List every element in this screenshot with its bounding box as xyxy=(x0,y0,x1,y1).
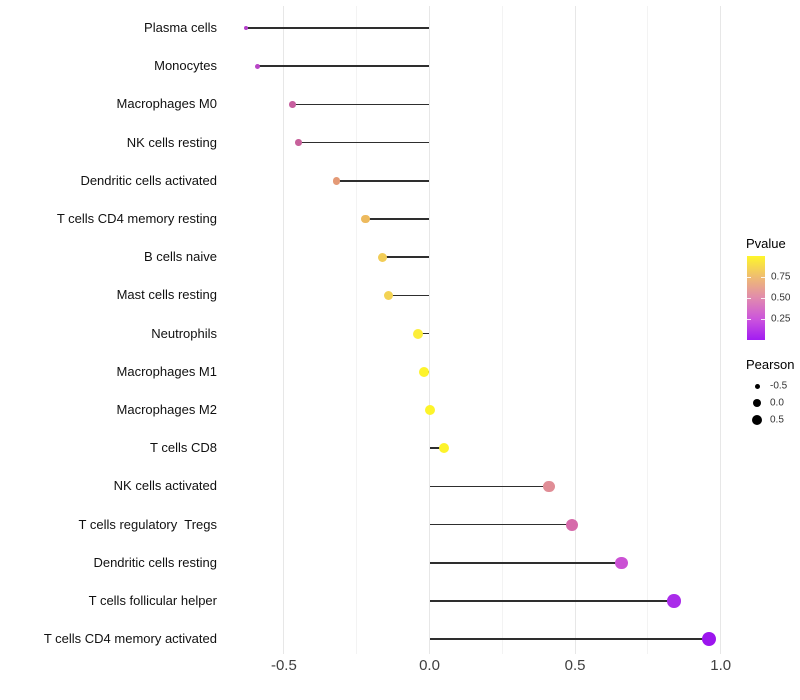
major-gridline xyxy=(720,6,722,654)
pearson-legend-label: 0.0 xyxy=(770,397,784,409)
pearson-legend-title: Pearson xyxy=(746,357,795,372)
colorbar-tick-label: 0.50 xyxy=(771,292,791,304)
lollipop-stem xyxy=(429,447,445,449)
pearson-legend-label: 0.5 xyxy=(770,414,784,426)
minor-gridline xyxy=(501,6,503,654)
lollipop-dot xyxy=(543,480,555,493)
x-axis-tick-label: 0.0 xyxy=(419,657,440,674)
lollipop-stem xyxy=(388,294,430,297)
pearson-legend-label: -0.5 xyxy=(770,380,788,392)
pvalue-legend-title: Pvalue xyxy=(746,236,786,251)
lollipop-dot xyxy=(615,556,628,570)
lollipop-dot xyxy=(289,101,296,108)
y-axis-label: T cells CD4 memory activated xyxy=(43,631,217,647)
y-axis-label: B cells naive xyxy=(144,249,217,265)
lollipop-stem xyxy=(417,332,430,335)
y-axis-label: Dendritic cells activated xyxy=(80,172,217,188)
lollipop-dot xyxy=(412,328,423,339)
pearson-size-legend: Pearson -0.5 0.0 0.5 xyxy=(746,358,800,438)
colorbar-tick-mark xyxy=(761,298,765,299)
lollipop-stem xyxy=(365,218,430,220)
lollipop-dot xyxy=(424,405,435,415)
colorbar-tick-label: 0.25 xyxy=(771,313,791,325)
major-gridline xyxy=(283,6,285,654)
pvalue-colorbar xyxy=(747,256,765,340)
lollipop-dot xyxy=(243,25,249,31)
y-axis-label: NK cells resting xyxy=(126,134,217,150)
colorbar-tick-mark xyxy=(747,319,751,320)
y-axis-label: T cells CD4 memory resting xyxy=(56,211,217,226)
lollipop-dot xyxy=(332,177,341,185)
y-axis-label: Mast cells resting xyxy=(116,287,217,303)
colorbar-tick-mark xyxy=(747,277,751,278)
y-axis-label: T cells follicular helper xyxy=(88,593,217,608)
lollipop-stem xyxy=(429,562,622,564)
y-axis-label: Macrophages M2 xyxy=(116,402,217,417)
lollipop-stem xyxy=(429,600,675,602)
y-axis-label: T cells CD8 xyxy=(150,440,217,456)
pvalue-color-legend: Pvalue 0.75 0.50 0.25 xyxy=(746,237,800,347)
lollipop-stem xyxy=(246,27,430,29)
lollipop-stem xyxy=(298,141,430,144)
y-axis-label: Neutrophils xyxy=(151,325,217,341)
lollipop-stem xyxy=(382,256,430,258)
lollipop-stem xyxy=(429,638,710,640)
lollipop-stem xyxy=(257,65,430,67)
colorbar-tick-mark xyxy=(761,277,765,278)
minor-gridline xyxy=(356,6,358,654)
lollipop-dot xyxy=(667,594,681,608)
lollipop-stem xyxy=(429,485,549,488)
pearson-legend-dot xyxy=(752,398,762,408)
lollipop-stem xyxy=(336,180,430,182)
lollipop-stem xyxy=(429,523,573,526)
lollipop-dot xyxy=(255,63,261,69)
lollipop-dot xyxy=(566,518,579,531)
colorbar-tick-mark xyxy=(761,319,765,320)
lollipop-dot xyxy=(438,442,450,454)
minor-gridline xyxy=(647,6,649,654)
x-axis-tick-label: -0.5 xyxy=(270,657,297,674)
y-axis-label: Plasma cells xyxy=(144,20,217,35)
lollipop-dot xyxy=(702,632,717,647)
lollipop-dot xyxy=(378,252,388,262)
colorbar-tick-label: 0.75 xyxy=(771,271,791,283)
y-axis-label: NK cells activated xyxy=(113,478,217,494)
y-axis-label: Macrophages M0 xyxy=(116,96,217,112)
lollipop-dot xyxy=(361,214,370,224)
y-axis-label: T cells regulatory Tregs xyxy=(78,516,217,532)
x-axis-tick-label: 0.5 xyxy=(564,657,586,674)
pearson-legend-dot xyxy=(754,383,760,389)
pearson-legend-dot xyxy=(751,414,763,426)
lollipop-dot xyxy=(418,366,429,377)
colorbar-tick-mark xyxy=(747,298,751,299)
x-axis-tick-label: 1.0 xyxy=(710,657,732,674)
y-axis-label: Macrophages M1 xyxy=(116,363,217,379)
y-axis-label: Monocytes xyxy=(154,58,217,74)
lollipop-dot xyxy=(384,290,394,300)
y-axis-label: Dendritic cells resting xyxy=(93,554,217,570)
major-gridline xyxy=(429,6,430,654)
major-gridline xyxy=(574,6,576,654)
lollipop-dot xyxy=(295,139,302,146)
lollipop-stem xyxy=(292,103,430,106)
